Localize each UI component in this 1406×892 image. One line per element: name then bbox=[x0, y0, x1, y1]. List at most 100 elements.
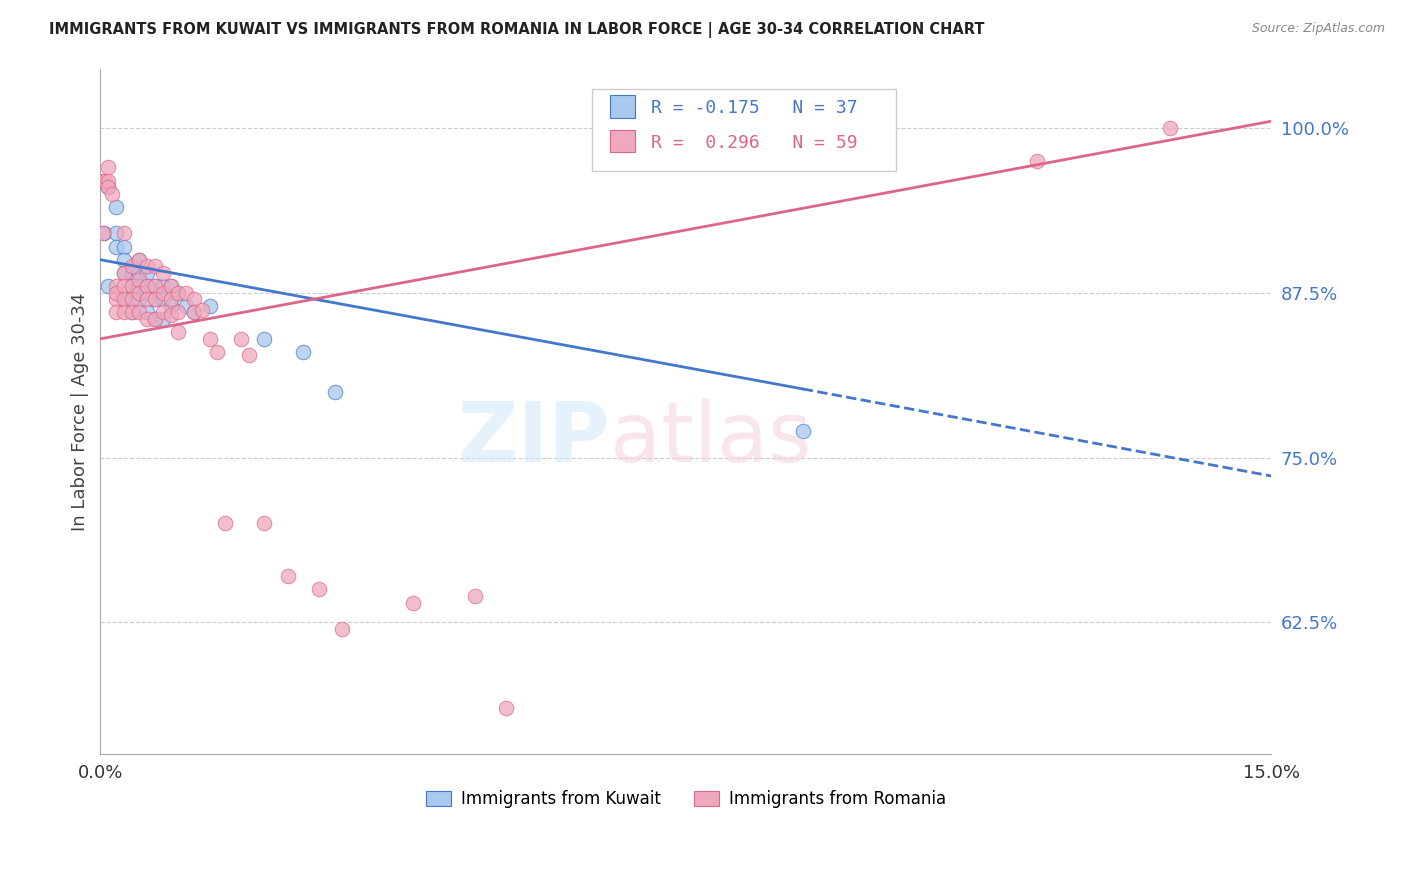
Point bbox=[159, 279, 181, 293]
Point bbox=[104, 279, 127, 293]
Point bbox=[90, 173, 112, 187]
Text: atlas: atlas bbox=[610, 399, 811, 479]
Point bbox=[253, 332, 276, 346]
Point bbox=[136, 293, 159, 307]
Point bbox=[121, 305, 143, 319]
Point bbox=[136, 279, 159, 293]
Point bbox=[128, 266, 150, 280]
Point bbox=[183, 293, 205, 307]
Point bbox=[152, 266, 174, 280]
Point bbox=[174, 285, 197, 300]
Point bbox=[112, 293, 135, 307]
Point bbox=[238, 348, 260, 362]
Point bbox=[323, 384, 346, 399]
Point bbox=[191, 302, 214, 317]
Point bbox=[152, 279, 174, 293]
Point bbox=[128, 293, 150, 307]
Point bbox=[97, 279, 120, 293]
Point bbox=[183, 305, 205, 319]
Point bbox=[167, 285, 190, 300]
Point bbox=[93, 227, 115, 241]
Point bbox=[136, 305, 159, 319]
Point bbox=[112, 305, 135, 319]
Point bbox=[183, 305, 205, 319]
Point bbox=[112, 239, 135, 253]
Point bbox=[136, 285, 159, 300]
Point bbox=[136, 266, 159, 280]
Point bbox=[112, 293, 135, 307]
Point bbox=[308, 582, 330, 597]
Point bbox=[143, 312, 166, 326]
Point bbox=[152, 285, 174, 300]
Point bbox=[136, 312, 159, 326]
Point bbox=[128, 252, 150, 267]
Point bbox=[128, 252, 150, 267]
Point bbox=[143, 312, 166, 326]
Point bbox=[121, 260, 143, 274]
Point bbox=[93, 227, 115, 241]
Text: Source: ZipAtlas.com: Source: ZipAtlas.com bbox=[1251, 22, 1385, 36]
Point bbox=[121, 293, 143, 307]
Text: R =  0.296   N = 59: R = 0.296 N = 59 bbox=[651, 134, 858, 152]
Point bbox=[277, 569, 299, 583]
Point bbox=[128, 285, 150, 300]
Point bbox=[112, 266, 135, 280]
Point bbox=[159, 299, 181, 313]
Point bbox=[121, 305, 143, 319]
Point bbox=[104, 239, 127, 253]
Point bbox=[104, 227, 127, 241]
Legend: Immigrants from Kuwait, Immigrants from Romania: Immigrants from Kuwait, Immigrants from … bbox=[419, 783, 952, 814]
Point bbox=[136, 279, 159, 293]
Point bbox=[97, 161, 120, 175]
Point bbox=[152, 293, 174, 307]
Point bbox=[121, 266, 143, 280]
Point bbox=[167, 325, 190, 339]
Point bbox=[207, 345, 229, 359]
Point bbox=[253, 516, 276, 531]
Point bbox=[159, 293, 181, 307]
Point bbox=[401, 596, 423, 610]
Point bbox=[198, 332, 221, 346]
Point bbox=[136, 260, 159, 274]
Point bbox=[94, 173, 117, 187]
Point bbox=[112, 279, 135, 293]
Point bbox=[101, 186, 124, 201]
Text: IMMIGRANTS FROM KUWAIT VS IMMIGRANTS FROM ROMANIA IN LABOR FORCE | AGE 30-34 COR: IMMIGRANTS FROM KUWAIT VS IMMIGRANTS FRO… bbox=[49, 22, 984, 38]
Point bbox=[292, 345, 315, 359]
Point bbox=[112, 252, 135, 267]
Point bbox=[128, 279, 150, 293]
Point bbox=[104, 293, 127, 307]
Point bbox=[97, 180, 120, 194]
Point bbox=[174, 299, 197, 313]
Point bbox=[159, 279, 181, 293]
Point bbox=[104, 285, 127, 300]
Point bbox=[229, 332, 252, 346]
Point bbox=[167, 305, 190, 319]
Point bbox=[128, 272, 150, 286]
Point bbox=[198, 299, 221, 313]
FancyBboxPatch shape bbox=[610, 95, 636, 118]
Point bbox=[464, 589, 486, 603]
Point bbox=[121, 279, 143, 293]
Point bbox=[159, 308, 181, 322]
Text: R = -0.175   N = 37: R = -0.175 N = 37 bbox=[651, 99, 858, 117]
Point bbox=[104, 305, 127, 319]
Point bbox=[1026, 153, 1049, 168]
Point bbox=[152, 312, 174, 326]
FancyBboxPatch shape bbox=[610, 129, 636, 153]
Point bbox=[167, 285, 190, 300]
Point bbox=[792, 424, 814, 438]
Point bbox=[143, 279, 166, 293]
Point bbox=[214, 516, 236, 531]
Point bbox=[330, 622, 353, 636]
Point bbox=[143, 279, 166, 293]
Point bbox=[152, 305, 174, 319]
Point bbox=[495, 701, 517, 715]
Point bbox=[112, 266, 135, 280]
Point bbox=[112, 227, 135, 241]
Point bbox=[97, 173, 120, 187]
Point bbox=[143, 293, 166, 307]
Y-axis label: In Labor Force | Age 30-34: In Labor Force | Age 30-34 bbox=[72, 293, 89, 531]
Point bbox=[1159, 120, 1181, 135]
Text: ZIP: ZIP bbox=[457, 399, 610, 479]
